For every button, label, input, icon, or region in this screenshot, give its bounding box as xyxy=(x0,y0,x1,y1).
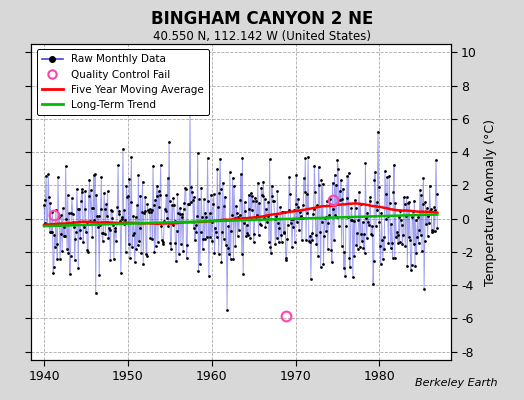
Text: BINGHAM CANYON 2 NE: BINGHAM CANYON 2 NE xyxy=(151,10,373,28)
Legend: Raw Monthly Data, Quality Control Fail, Five Year Moving Average, Long-Term Tren: Raw Monthly Data, Quality Control Fail, … xyxy=(37,49,209,115)
Text: Berkeley Earth: Berkeley Earth xyxy=(416,378,498,388)
Y-axis label: Temperature Anomaly (°C): Temperature Anomaly (°C) xyxy=(484,118,497,286)
Text: 40.550 N, 112.142 W (United States): 40.550 N, 112.142 W (United States) xyxy=(153,30,371,43)
